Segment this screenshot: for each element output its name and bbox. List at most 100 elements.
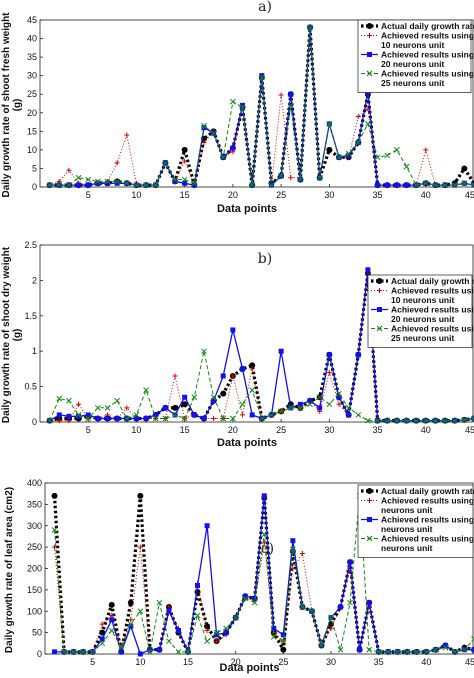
data-point (181, 146, 188, 153)
data-point (220, 373, 226, 379)
data-point (384, 417, 391, 424)
data-point (442, 642, 448, 648)
y-axis-label: Daily growth rate of shoot dry weight(g) (1, 246, 23, 423)
data-point (66, 397, 72, 404)
data-point (143, 415, 149, 421)
data-point (210, 394, 217, 401)
data-point (355, 113, 361, 119)
y-tick-label: 350 (27, 499, 42, 509)
legend-label: 25 neurons unit (391, 333, 454, 343)
data-point (70, 649, 77, 655)
data-point (242, 593, 248, 599)
y-tick-label: 40 (27, 34, 37, 44)
data-point (66, 413, 72, 419)
x-tick-label: 35 (374, 657, 384, 667)
legend-box (357, 19, 472, 93)
data-point (61, 649, 67, 655)
data-point (56, 412, 62, 418)
y-tick-label: 1.5 (24, 311, 37, 321)
x-tick-label: 40 (421, 190, 431, 200)
data-point (153, 412, 159, 418)
data-point (210, 130, 217, 137)
data-point (204, 638, 210, 645)
data-point (220, 154, 227, 161)
data-point (75, 412, 82, 418)
data-point (201, 139, 207, 145)
data-point (261, 493, 267, 499)
data-point (413, 417, 419, 424)
legend-label: Achieved results using 20 (381, 515, 474, 525)
x-tick-label: 10 (135, 657, 145, 667)
x-tick-label: 25 (276, 190, 286, 200)
data-point (133, 415, 139, 421)
data-point (80, 649, 86, 655)
data-point (278, 348, 284, 354)
data-point (128, 623, 134, 629)
data-point (137, 651, 143, 657)
data-point (76, 182, 82, 188)
data-point (232, 614, 239, 621)
x-tick-label: 5 (86, 190, 91, 200)
data-point (66, 182, 72, 188)
data-point (347, 599, 353, 606)
data-point (297, 401, 303, 407)
data-point (152, 182, 159, 188)
data-point (366, 646, 372, 653)
data-point (220, 415, 227, 422)
x-tick-label: 20 (231, 657, 241, 667)
data-point (461, 180, 468, 187)
data-point (76, 401, 82, 407)
legend-label: neurons unit (381, 524, 433, 534)
legend-label: Achieved results using (381, 69, 474, 79)
data-point (104, 178, 111, 185)
legend-marker (376, 278, 383, 284)
chart-title: b) (258, 251, 272, 267)
data-point (270, 634, 277, 640)
data-point (442, 417, 448, 424)
data-point (240, 102, 246, 108)
legend-label: neurons unit (381, 543, 433, 553)
data-point (89, 649, 96, 655)
data-point (249, 182, 256, 188)
series-n25 (46, 24, 474, 188)
legend-marker (366, 488, 373, 494)
data-point (268, 412, 275, 418)
data-point (166, 604, 172, 610)
data-point (191, 180, 198, 187)
data-point (393, 147, 400, 153)
data-point (152, 415, 159, 422)
data-point (118, 649, 124, 655)
legend-marker (367, 517, 372, 522)
data-point (328, 625, 334, 631)
data-point (162, 415, 169, 422)
series-n25 (51, 492, 474, 655)
x-tick-label: 30 (324, 425, 334, 435)
data-point (346, 152, 352, 158)
x-tick-label: 20 (228, 425, 238, 435)
data-point (182, 158, 188, 164)
data-point (172, 373, 178, 379)
legend-label: 25 neurons unit (381, 78, 444, 88)
data-point (123, 415, 130, 422)
data-point (374, 417, 381, 424)
data-point (290, 566, 296, 571)
data-point (191, 394, 198, 401)
chart-panel-1: a) 0 5 10 15 20 25 30 35 40 45 5 10 15 20 25 30 35 40 45 Dat… (1, 0, 474, 215)
data-point (181, 176, 188, 183)
data-point (287, 404, 294, 411)
data-point (357, 647, 363, 653)
legend-marker (367, 498, 372, 503)
data-point (124, 405, 130, 411)
data-point (393, 417, 400, 424)
legend-marker (366, 23, 373, 29)
data-point (249, 362, 256, 369)
data-point (137, 608, 144, 615)
legend-item-actual: Actual daily growth rate (361, 486, 474, 496)
data-point (297, 176, 304, 183)
legend-label: Achieved results using 25 (381, 534, 474, 544)
